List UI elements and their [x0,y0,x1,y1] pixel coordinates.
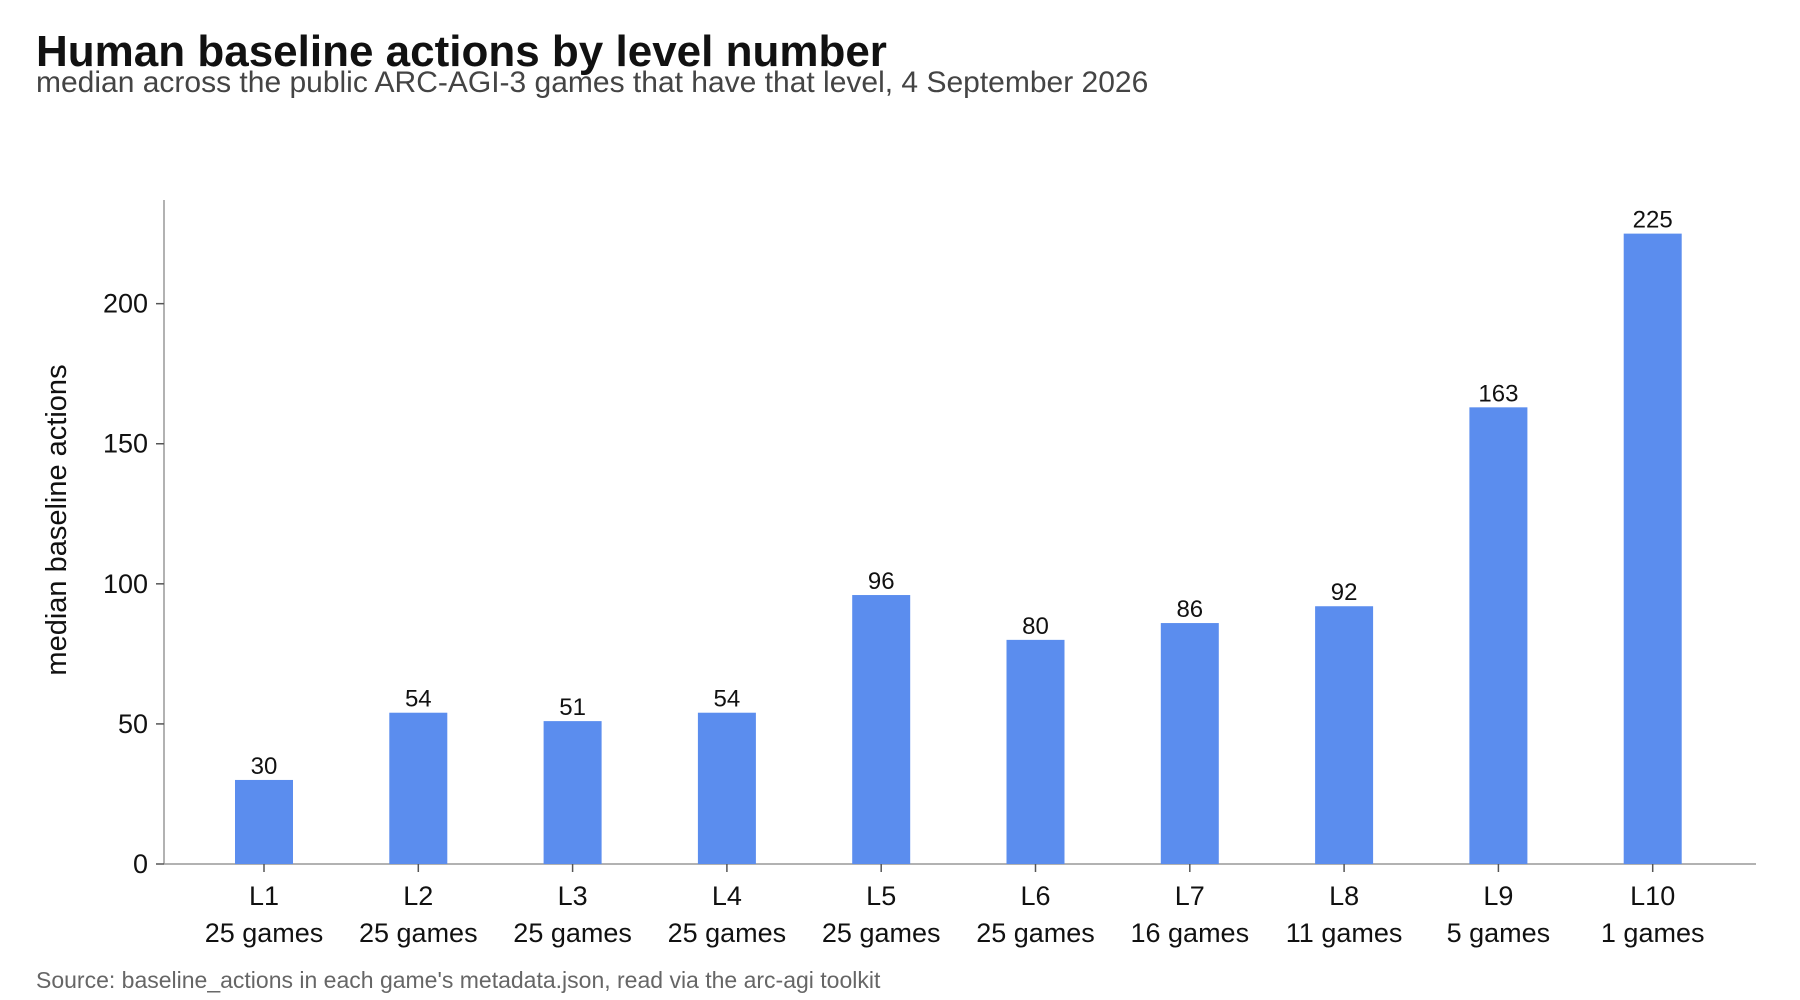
bar-l5 [852,595,911,864]
x-tick-label: L8 [1329,881,1359,911]
data-label: 96 [868,568,895,595]
y-tick-label: 50 [118,709,148,739]
bar-l1 [235,779,293,864]
x-tick-sublabel: 25 games [205,918,324,948]
x-tick-label: L6 [1020,881,1050,911]
bar-l7 [1160,623,1219,864]
x-tick-sublabel: 25 games [513,918,632,948]
data-label: 225 [1633,207,1673,234]
x-tick-label: L9 [1483,881,1513,911]
x-tick-label: L5 [866,881,896,911]
bar-l4 [697,712,756,864]
y-axis-label: median baseline actions [41,364,73,675]
x-tick-sublabel: 5 games [1447,918,1551,948]
bar-l6 [1006,639,1065,864]
x-tick-sublabel: 25 games [976,918,1095,948]
x-tick-sublabel: 25 games [822,918,941,948]
data-label: 92 [1331,579,1358,606]
chart-title: Human baseline actions by level number [36,27,887,76]
data-label: 86 [1176,596,1203,623]
x-tick-sublabel: 11 games [1286,918,1403,948]
y-tick-label: 0 [133,849,148,879]
x-tick-sublabel: 25 games [668,918,787,948]
y-tick-label: 200 [103,289,148,319]
bar-l2 [389,712,448,864]
bars [235,233,1682,865]
bar-l3 [543,721,602,864]
data-label: 163 [1478,380,1518,407]
x-tick-sublabel: 16 games [1131,918,1250,948]
chart-subtitle: median across the public ARC-AGI-3 games… [36,66,1149,99]
x-tick-sublabel: 1 games [1601,918,1705,948]
bar-l8 [1315,606,1374,864]
data-label: 30 [251,753,278,780]
data-labels: 30 54 51 54 96 80 86 92 163 225 [251,207,1673,780]
x-tick-sublabel: 25 games [359,918,478,948]
bar-l10 [1623,233,1682,865]
x-tick-label: L7 [1175,881,1205,911]
x-axis: L1 25 games L2 25 games L3 25 games L4 25 games… [164,863,1756,948]
x-tick-label: L3 [558,881,588,911]
data-label: 54 [405,686,432,713]
y-axis: 0 50 100 150 200 [103,200,165,879]
data-label: 51 [559,694,586,721]
data-label: 54 [714,686,741,713]
source-note: Source: baseline_actions in each game's … [36,967,881,993]
y-tick-label: 150 [103,429,148,459]
x-tick-label: L4 [712,881,742,911]
x-tick-label: L2 [403,881,433,911]
data-label: 80 [1022,613,1049,640]
y-tick-label: 100 [103,569,148,599]
x-tick-label: L1 [249,881,279,911]
bar-l9 [1469,407,1528,864]
x-tick-label: L10 [1630,881,1675,911]
